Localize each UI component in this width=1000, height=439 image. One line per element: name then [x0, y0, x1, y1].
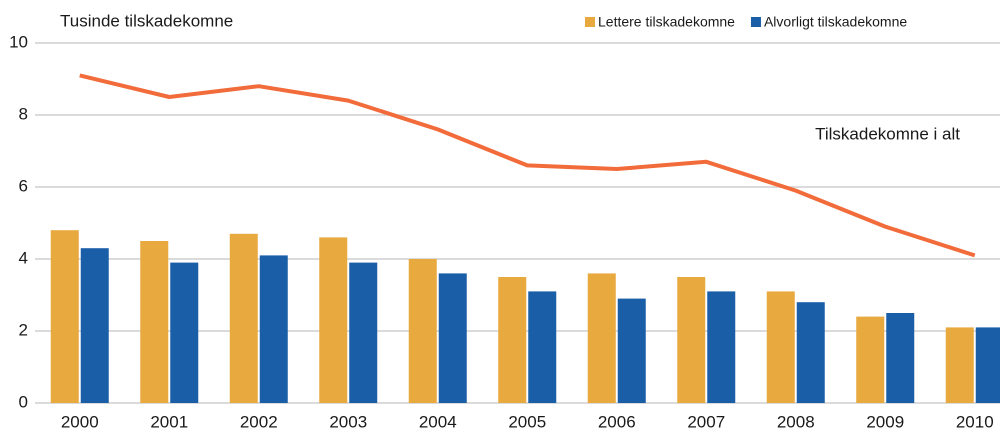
bar [766, 291, 795, 403]
x-tick-label: 2010 [956, 412, 994, 431]
legend-swatch [750, 17, 761, 27]
bar [50, 230, 79, 403]
bar [975, 327, 1000, 403]
y-tick-label: 6 [19, 176, 28, 195]
x-tick-label: 2006 [598, 412, 636, 431]
bar [319, 237, 348, 403]
line [79, 73, 976, 258]
bar [886, 313, 915, 403]
bar [796, 302, 825, 403]
bar [856, 316, 885, 403]
bar [498, 277, 527, 403]
bar [259, 255, 288, 403]
legend-label: Alvorligt tilskadekomne [764, 14, 907, 30]
x-tick-label: 2002 [240, 412, 278, 431]
y-tick-label: 8 [19, 104, 28, 123]
bar [528, 291, 557, 403]
x-tick-label: 2009 [866, 412, 904, 431]
x-tick-label: 2005 [508, 412, 546, 431]
bar [587, 273, 616, 403]
bar [408, 259, 437, 403]
bar [170, 262, 199, 403]
bar [349, 262, 378, 403]
legend-swatch [585, 17, 595, 27]
x-tick-label: 2001 [150, 412, 188, 431]
legend-label: Lettere tilskadekomne [598, 14, 735, 30]
bar [140, 241, 169, 403]
x-tick-label: 2000 [61, 412, 99, 431]
line-label: Tilskadekomne i alt [815, 124, 960, 143]
chart-title: Tusinde tilskadekomne [60, 11, 233, 30]
x-tick-label: 2008 [777, 412, 815, 431]
y-tick-label: 0 [19, 392, 28, 411]
y-tick-label: 4 [19, 248, 28, 267]
x-tick-label: 2003 [329, 412, 367, 431]
bar [945, 327, 974, 403]
bar [707, 291, 736, 403]
bar [677, 277, 706, 403]
x-tick-label: 2007 [687, 412, 725, 431]
y-tick-label: 10 [9, 32, 28, 51]
bar [617, 298, 646, 403]
bar [229, 233, 258, 403]
x-tick-label: 2004 [419, 412, 457, 431]
bar [80, 248, 109, 403]
y-tick-label: 2 [19, 320, 28, 339]
bar [438, 273, 467, 403]
